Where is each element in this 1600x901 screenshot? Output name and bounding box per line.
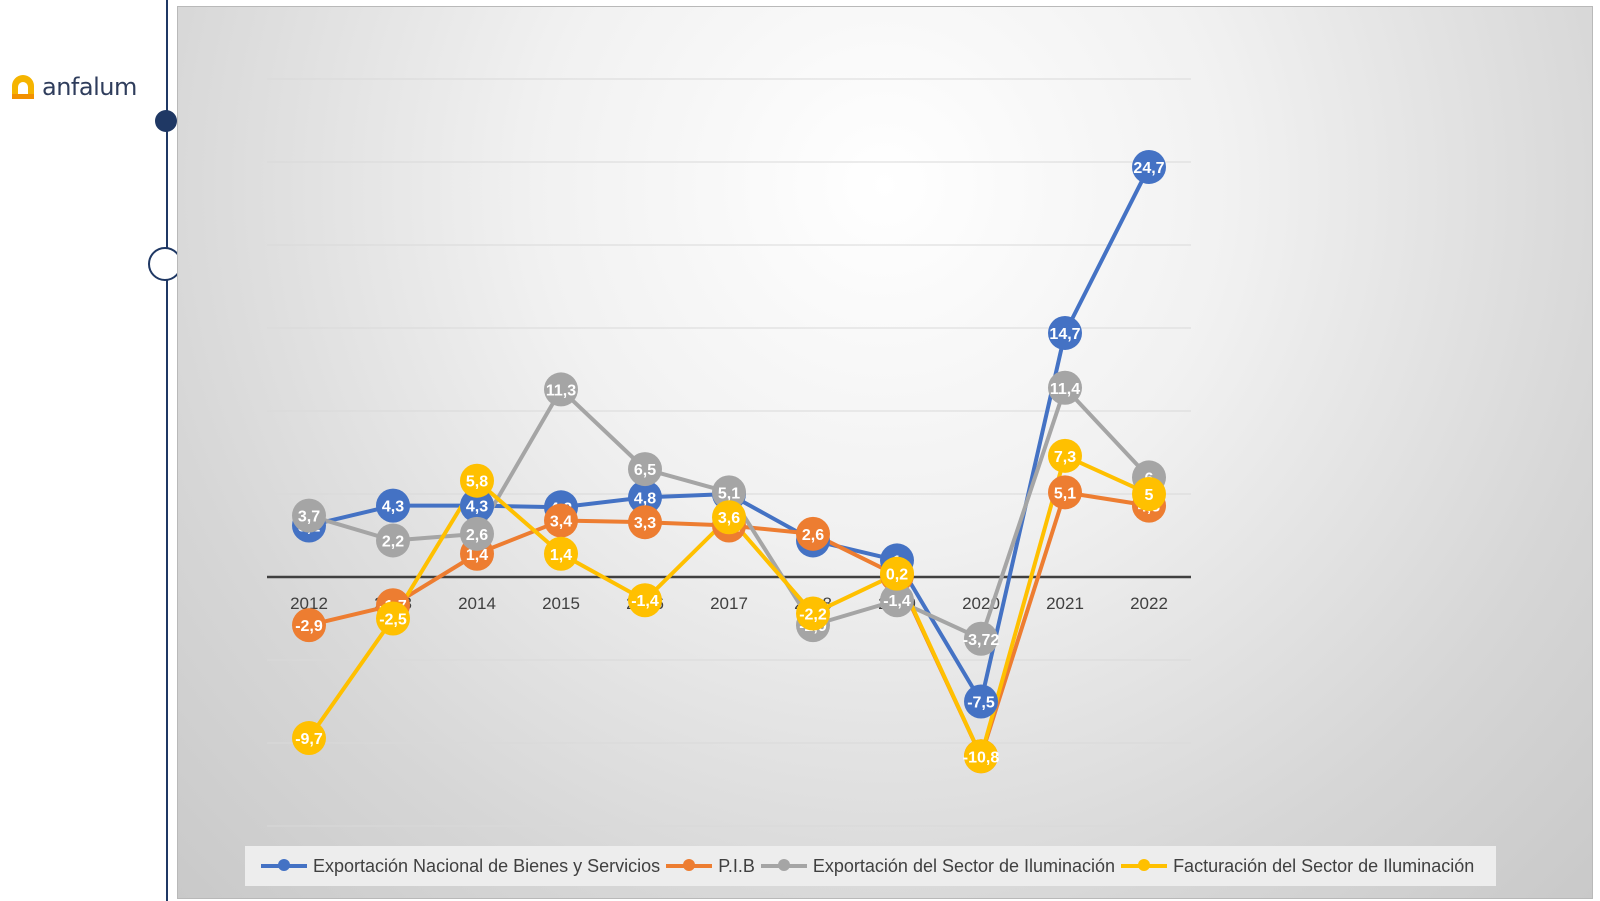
- data-label: 4,8: [634, 490, 656, 507]
- data-label: 5: [1145, 487, 1154, 504]
- data-label: 2,2: [382, 533, 404, 550]
- legend-item: Exportación Nacional de Bienes y Servici…: [261, 856, 660, 877]
- data-point: [628, 583, 662, 618]
- chart-panel: [177, 6, 1593, 899]
- data-label: 3,6: [718, 510, 740, 527]
- legend-item: Facturación del Sector de Iluminación: [1121, 856, 1474, 877]
- data-label: 11,3: [546, 382, 576, 399]
- x-tick-label: 2012: [290, 594, 328, 613]
- legend-swatch: [261, 859, 307, 871]
- data-label: -7,5: [967, 695, 995, 712]
- logo-mark-icon: [12, 75, 34, 99]
- legend-item: Exportación del Sector de Iluminación: [760, 855, 1116, 877]
- data-point: [628, 480, 662, 515]
- data-label: -2,2: [799, 607, 827, 624]
- data-point: [964, 684, 998, 719]
- data-point: [1048, 438, 1082, 473]
- data-point: [460, 488, 494, 523]
- legend-swatch: [760, 859, 807, 871]
- x-axis-labels: 2012201320142015201620172018201920202021…: [290, 594, 1168, 613]
- data-point: [964, 739, 998, 774]
- data-point: [376, 488, 410, 523]
- x-tick-label: 2015: [542, 594, 580, 613]
- data-point: [544, 372, 578, 407]
- x-tick-label: 2021: [1046, 594, 1084, 613]
- data-label: 5,1: [718, 485, 740, 502]
- gridlines: [267, 78, 1191, 827]
- data-label: 24,7: [1133, 160, 1164, 177]
- data-point: [292, 721, 326, 756]
- x-tick-label: 2022: [1130, 594, 1168, 613]
- data-label: -2,9: [295, 618, 323, 635]
- legend-label: Exportación Nacional de Bienes y Servici…: [313, 855, 661, 876]
- data-label: 6,5: [634, 462, 656, 479]
- data-label: -1,4: [631, 593, 659, 610]
- data-point: [1048, 475, 1082, 510]
- data-point: [292, 498, 326, 533]
- data-point: [796, 596, 830, 631]
- data-point: [1132, 477, 1166, 511]
- data-point: [376, 601, 410, 636]
- data-point: [628, 452, 662, 487]
- legend-swatch: [666, 859, 713, 871]
- timeline-dot: [155, 110, 177, 132]
- legend-label: P.I.B: [718, 855, 755, 876]
- data-point: [964, 621, 998, 656]
- series-markers: 3,14,34,34,24,85,02,21-7,514,724,7-2,9-1…: [292, 149, 1166, 774]
- data-label: 0,2: [886, 567, 908, 584]
- series-lines: [307, 164, 1151, 759]
- data-label: 11,4: [1050, 381, 1080, 398]
- data-point: [712, 475, 746, 510]
- data-label: 4,3: [466, 499, 488, 516]
- data-point: [628, 505, 662, 540]
- data-point: [376, 523, 410, 558]
- data-point: [1132, 149, 1166, 184]
- data-point: [292, 608, 326, 643]
- data-label: -10,8: [963, 749, 1000, 766]
- data-label: 7,3: [1054, 449, 1076, 466]
- data-label: 1,4: [550, 547, 572, 564]
- x-tick-label: 2014: [458, 594, 496, 613]
- data-label: 2,6: [466, 527, 488, 544]
- chart-legend: Exportación Nacional de Bienes y Servici…: [245, 846, 1496, 886]
- data-point: [544, 503, 578, 538]
- timeline-line: [166, 0, 168, 901]
- legend-swatch: [1121, 859, 1168, 871]
- data-point: [460, 516, 494, 551]
- data-label: 5,8: [466, 474, 488, 491]
- data-label: 14,7: [1049, 326, 1080, 343]
- data-label: -9,7: [295, 731, 323, 748]
- data-label: -1,4: [883, 593, 911, 610]
- data-point: [796, 516, 830, 551]
- data-label: 4,3: [382, 499, 404, 516]
- data-label: -3,72: [963, 632, 1000, 649]
- data-label: 2,6: [802, 527, 824, 544]
- data-label: 5,1: [1054, 485, 1076, 502]
- data-point: [880, 583, 914, 618]
- anfalum-logo: anfalum: [8, 72, 137, 102]
- data-point: [544, 536, 578, 571]
- x-tick-label: 2017: [710, 594, 748, 613]
- data-point: [460, 463, 494, 498]
- legend-label: Facturación del Sector de Iluminación: [1173, 855, 1475, 876]
- data-point: [1048, 370, 1082, 405]
- data-point: [880, 556, 914, 591]
- data-label: 3,7: [298, 509, 320, 526]
- logo-text: anfalum: [42, 73, 137, 101]
- data-label: 3,4: [550, 514, 572, 531]
- data-point: [1048, 315, 1082, 350]
- data-label: 3,3: [634, 515, 656, 532]
- legend-label: Exportación del Sector de Iluminación: [812, 855, 1116, 876]
- data-label: -2,5: [379, 612, 407, 629]
- legend-item: P.I.B: [666, 856, 755, 877]
- data-label: 1,4: [466, 547, 488, 564]
- data-point: [712, 500, 746, 535]
